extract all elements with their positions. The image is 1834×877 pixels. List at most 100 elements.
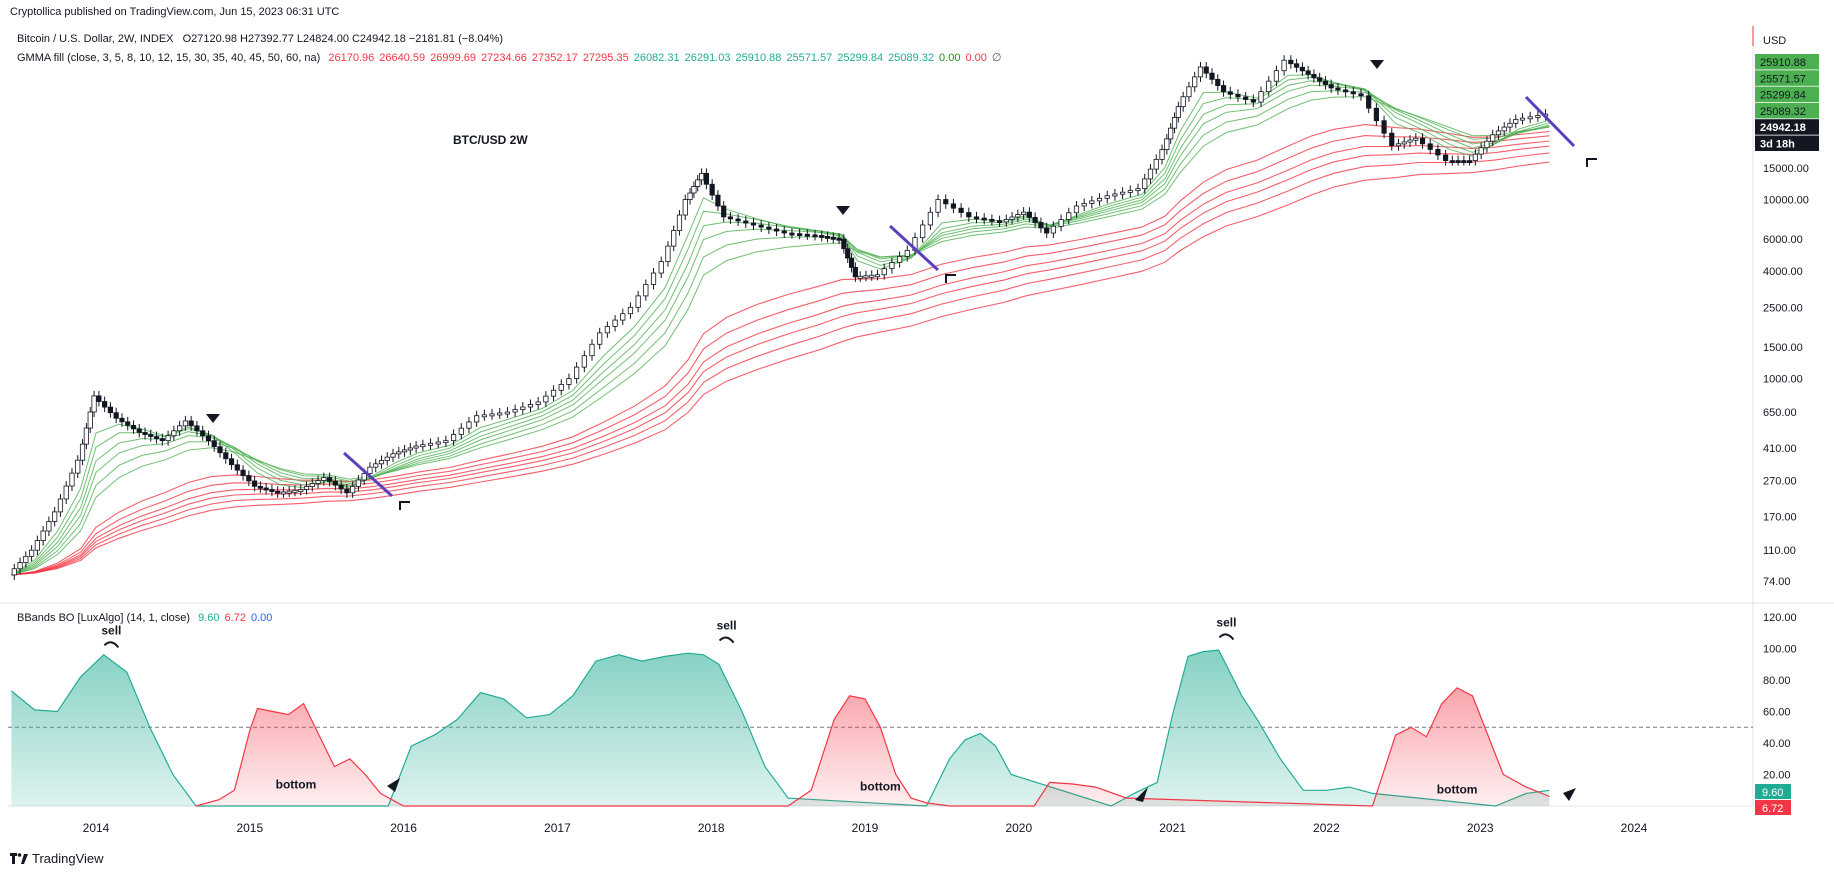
candle-body	[635, 295, 641, 308]
candle-body	[125, 421, 131, 426]
gmma-value: 25089.32	[888, 52, 935, 64]
oscillator-annotation-text: sell	[101, 623, 121, 637]
candle-body	[34, 540, 40, 551]
price-tick-label: 4000.00	[1763, 266, 1803, 278]
candle-body	[489, 413, 495, 417]
candle-body	[194, 425, 200, 432]
candle-body	[1032, 216, 1038, 223]
time-tick-label: 2019	[852, 821, 879, 835]
sell-arrow-icon	[1218, 633, 1235, 641]
candle-body	[1519, 117, 1526, 121]
price-label-box	[1755, 54, 1819, 70]
candle-body	[23, 555, 29, 563]
candle-body	[836, 237, 842, 241]
cross-slash-line	[888, 224, 940, 272]
candle-body	[286, 490, 292, 494]
candle-body	[1490, 134, 1496, 142]
candle-body	[1066, 212, 1072, 220]
candle-body	[46, 521, 52, 532]
candle-body	[142, 432, 148, 435]
candle-body	[695, 179, 701, 187]
candle-body	[390, 453, 396, 458]
candle-body	[671, 230, 677, 247]
candle-body	[566, 378, 572, 385]
candle-body	[981, 217, 987, 221]
oscillator-tick-label: 100.00	[1763, 644, 1797, 656]
price-label-box	[1755, 86, 1819, 103]
candle-body	[958, 207, 964, 213]
candle-body	[87, 411, 93, 429]
candle-body	[1461, 160, 1467, 163]
candle-body	[344, 488, 350, 494]
candle-body	[845, 248, 851, 259]
candle-body	[481, 414, 487, 418]
candle-body	[773, 228, 780, 232]
candle-body	[1381, 120, 1387, 134]
candle-body	[715, 194, 721, 207]
gmma-value: 0.00	[939, 52, 961, 64]
corner-marker	[399, 501, 410, 510]
candle-body	[497, 412, 503, 416]
candle-body	[721, 205, 727, 218]
candle-body	[1142, 178, 1148, 190]
candle-body	[1180, 96, 1186, 108]
candle-body	[1243, 96, 1249, 100]
candle-body	[1021, 211, 1027, 215]
time-tick-label: 2021	[1159, 821, 1186, 835]
candle-body	[136, 428, 142, 433]
candle-body	[1484, 140, 1490, 149]
candle-body	[1311, 73, 1317, 79]
candle-body	[450, 434, 457, 442]
candle-body	[735, 218, 741, 222]
chart-title: BTC/USD 2W	[453, 133, 528, 147]
candle-body	[797, 233, 803, 237]
candle-body	[1455, 160, 1461, 163]
candle-body	[1215, 78, 1221, 86]
cross-slash-line	[342, 451, 394, 498]
gmma-slow-line	[11, 145, 1550, 576]
candle-body	[1015, 214, 1021, 218]
oscillator-last-value-text: 6.72	[1762, 803, 1783, 815]
price-tick-label: 170.00	[1763, 511, 1797, 523]
time-tick-label: 2014	[83, 821, 110, 835]
price-tick-label: 410.00	[1763, 443, 1797, 455]
currency-label: USD	[1763, 35, 1786, 47]
oscillator-last-value-box	[1755, 784, 1791, 799]
price-tick-label: 74.00	[1763, 576, 1791, 588]
candle-body	[401, 449, 408, 453]
candle-body	[1050, 225, 1057, 234]
candle-body	[83, 427, 89, 445]
price-label-box	[1755, 102, 1819, 119]
candle-body	[848, 257, 855, 268]
candle-body	[355, 479, 362, 487]
candle-body	[1535, 115, 1541, 118]
candle-body	[1009, 216, 1015, 220]
candle-body	[171, 430, 177, 437]
tradingview-footer[interactable]: TradingView	[10, 851, 104, 866]
candle-body	[1389, 132, 1395, 147]
gmma-label: GMMA fill (close, 3, 5, 8, 10, 12, 15, 3…	[17, 52, 321, 64]
price-tick-label: 6000.00	[1763, 234, 1803, 246]
candle-body	[927, 211, 933, 226]
candle-body	[148, 434, 154, 437]
candle-body	[943, 199, 949, 205]
up-arrow-marker	[387, 778, 400, 792]
candle-body	[378, 460, 385, 465]
down-triangle-marker	[1370, 60, 1384, 69]
oscillator-legend: BBands BO [LuxAlgo] (14, 1, close) 9.60 6…	[17, 612, 282, 624]
candle-body	[581, 355, 587, 368]
gmma-value: 26999.69	[430, 52, 477, 64]
oscillator-tick-label: 80.00	[1763, 675, 1791, 687]
candle-body	[240, 469, 246, 476]
candle-body	[361, 473, 367, 481]
candle-body	[1104, 195, 1110, 199]
price-axis: 74.00 110.00 170.00 270.00 410.00 650.00 1000.…	[1763, 163, 1809, 588]
price-label-text: 25571.57	[1760, 73, 1806, 85]
candle-body	[246, 475, 252, 482]
candle-body	[627, 306, 634, 315]
corner-marker	[1586, 158, 1597, 167]
candle-body	[857, 275, 863, 279]
price-label-text: 25910.88	[1760, 57, 1806, 69]
candle-body	[1197, 66, 1204, 78]
